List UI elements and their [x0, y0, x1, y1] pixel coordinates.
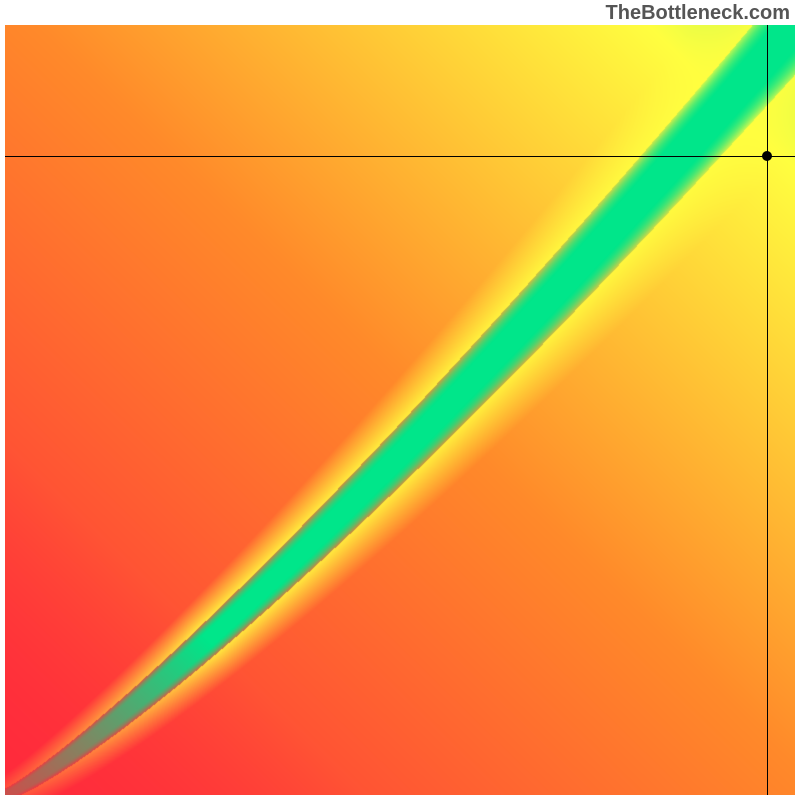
- watermark-text: TheBottleneck.com: [606, 2, 790, 25]
- bottleneck-heatmap: [5, 25, 795, 795]
- heatmap-canvas: [5, 25, 795, 795]
- crosshair-point: [762, 151, 772, 161]
- crosshair-vertical: [767, 25, 768, 795]
- crosshair-horizontal: [5, 156, 795, 157]
